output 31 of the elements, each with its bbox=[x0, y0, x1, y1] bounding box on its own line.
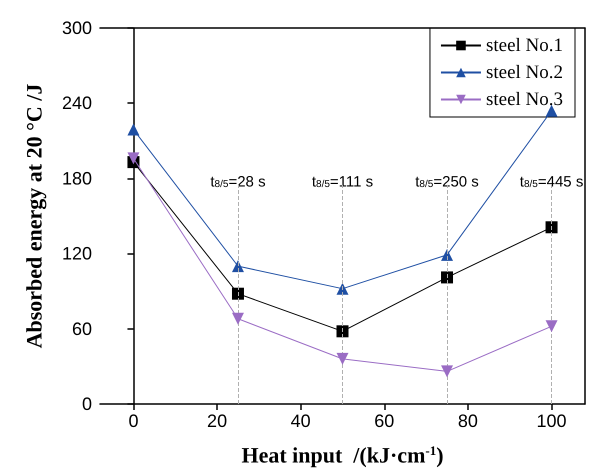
y-tick-label: 240 bbox=[62, 93, 92, 114]
y-axis-title: Absorbed energy at 20 °C /J bbox=[22, 84, 46, 348]
legend-label: steel No.1 bbox=[486, 35, 564, 56]
y-tick-label: 60 bbox=[72, 318, 92, 339]
point bbox=[546, 320, 558, 332]
point bbox=[441, 365, 454, 378]
point bbox=[127, 152, 140, 164]
x-tick-label: 20 bbox=[207, 411, 228, 431]
annotation: t8/5=28 s bbox=[210, 174, 266, 191]
annotation: t8/5=445 s bbox=[520, 174, 584, 191]
point bbox=[232, 312, 244, 325]
x-tick-label: 0 bbox=[128, 411, 138, 431]
x-tick-label: 40 bbox=[290, 411, 311, 431]
y-tick-label: 120 bbox=[62, 244, 92, 264]
x-tick-label: 60 bbox=[374, 411, 394, 431]
annotation: t8/5=250 s bbox=[415, 174, 479, 191]
annotation: t8/5=111 s bbox=[312, 174, 374, 191]
point bbox=[127, 124, 140, 136]
point bbox=[546, 104, 558, 117]
x-tick-label: 100 bbox=[536, 411, 567, 431]
y-tick-label: 180 bbox=[62, 168, 92, 188]
y-tick-label: 0 bbox=[82, 394, 92, 414]
point bbox=[336, 325, 348, 338]
point bbox=[232, 288, 244, 300]
x-tick-label: 80 bbox=[458, 411, 478, 431]
point bbox=[336, 352, 348, 365]
legend-label: steel No.2 bbox=[486, 62, 564, 83]
y-tick-label: 300 bbox=[62, 18, 92, 38]
point bbox=[441, 271, 454, 284]
point bbox=[546, 221, 558, 234]
legend-label: steel No.3 bbox=[486, 89, 564, 110]
